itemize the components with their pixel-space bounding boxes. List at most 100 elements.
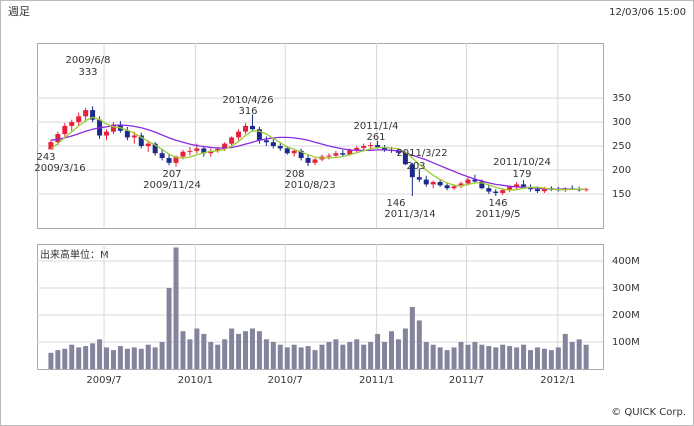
candle-body (340, 153, 346, 155)
y-tick-label: 200 (612, 165, 631, 176)
annotation: 2009/6/8 (66, 55, 111, 66)
candle-body (76, 116, 82, 123)
volume-bar (486, 346, 492, 369)
annotation: 203 (406, 161, 425, 172)
volume-bar (69, 344, 75, 369)
volume-bar (416, 320, 422, 369)
candle-body (458, 183, 464, 187)
volume-bar (569, 342, 575, 369)
volume-bar (263, 339, 269, 369)
volume-bar (249, 328, 255, 369)
volume-bar (138, 348, 144, 369)
candle-body (159, 153, 165, 159)
volume-bar (388, 331, 394, 369)
volume-panel (37, 244, 604, 370)
candle-body (249, 125, 255, 130)
volume-bar (201, 333, 207, 369)
annotation: 2009/3/16 (34, 163, 85, 174)
volume-bar (451, 347, 457, 369)
candle-body (534, 189, 540, 192)
volume-bar (458, 342, 464, 369)
volume-bar (507, 346, 513, 369)
y-tick-label: 250 (612, 141, 631, 152)
volume-bar (173, 247, 179, 369)
volume-label: 出来高単位：M (40, 248, 109, 261)
candle-body (305, 158, 311, 163)
candle-body (208, 150, 214, 154)
annotation: 2011/10/24 (493, 157, 551, 168)
candle-body (354, 147, 360, 150)
candle-body (416, 177, 422, 180)
volume-tick-label: 300M (612, 283, 640, 294)
volume-bar (194, 328, 200, 369)
volume-bar (382, 342, 388, 369)
volume-bar (500, 344, 506, 369)
annotation: 2011/1/4 (354, 121, 399, 132)
volume-bar (215, 344, 221, 369)
candle-body (521, 184, 527, 187)
candle-body (312, 159, 318, 163)
candle-body (180, 151, 186, 157)
volume-bar (465, 344, 471, 369)
volume-bar (229, 328, 235, 369)
volume-bar (312, 350, 318, 369)
volume-bar (583, 344, 589, 369)
candle-body (145, 143, 151, 147)
candle-body (104, 131, 110, 136)
candle-body (395, 150, 401, 153)
volume-bar (548, 350, 554, 369)
volume-bar (354, 339, 360, 369)
candle-body (83, 110, 89, 117)
volume-bar (326, 342, 332, 369)
x-tick-label: 2012/1 (540, 375, 575, 386)
candle-body (437, 181, 443, 186)
candle-body (451, 186, 457, 189)
candle-body (62, 125, 68, 135)
price-panel (37, 43, 604, 229)
volume-bar (347, 342, 353, 369)
volume-bar (409, 306, 415, 369)
candle-body (173, 156, 179, 163)
candle-body (409, 164, 415, 178)
volume-bar (333, 339, 339, 369)
volume-bar (187, 339, 193, 369)
candle-body (284, 148, 290, 154)
candle-body (368, 145, 374, 147)
candle-body (486, 188, 492, 192)
candle-body (222, 143, 228, 149)
timestamp: 12/03/06 15:00 (609, 7, 686, 18)
candle-body (201, 148, 207, 154)
candle-body (500, 190, 506, 194)
volume-bar (55, 350, 61, 369)
volume-bar (291, 344, 297, 369)
volume-bar (514, 347, 520, 369)
candle-body (291, 150, 297, 154)
annotation: 179 (512, 169, 531, 180)
volume-bar (472, 342, 478, 369)
x-tick-label: 2010/7 (268, 375, 303, 386)
candle-body (110, 124, 116, 132)
volume-bar (83, 346, 89, 369)
volume-bar (270, 342, 276, 369)
annotation: 2009/11/24 (143, 180, 201, 191)
volume-bar (131, 347, 137, 369)
volume-bar (305, 346, 311, 369)
volume-bar (256, 331, 262, 369)
candle-body (270, 142, 276, 147)
candle-body (375, 145, 381, 148)
candle-body (55, 134, 61, 143)
annotation: 2011/3/22 (396, 148, 447, 159)
candle-body (187, 150, 193, 152)
x-tick-label: 2011/7 (449, 375, 484, 386)
candle-body (402, 152, 408, 165)
candle-body (507, 186, 513, 191)
volume-bar (534, 347, 540, 369)
volume-tick-label: 100M (612, 337, 640, 348)
volume-bar (152, 347, 158, 369)
y-tick-label: 150 (612, 189, 631, 200)
volume-bar (284, 347, 290, 369)
volume-bar (222, 339, 228, 369)
volume-bar (493, 347, 499, 369)
volume-bar (402, 328, 408, 369)
volume-bar (521, 344, 527, 369)
